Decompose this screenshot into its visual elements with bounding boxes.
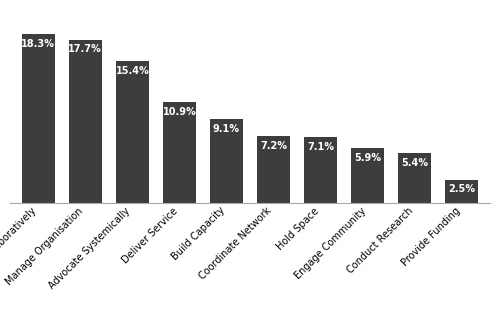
Bar <box>210 119 243 203</box>
Bar <box>351 149 384 203</box>
Bar <box>304 137 337 203</box>
Text: 5.9%: 5.9% <box>354 153 381 163</box>
Bar <box>398 153 431 203</box>
Bar <box>257 136 290 203</box>
Text: 9.1%: 9.1% <box>213 124 240 134</box>
Text: 7.2%: 7.2% <box>260 141 287 151</box>
Bar <box>116 61 149 203</box>
Bar <box>163 102 196 203</box>
Text: 17.7%: 17.7% <box>68 44 102 54</box>
Text: 7.1%: 7.1% <box>307 142 334 152</box>
Bar <box>22 34 54 203</box>
Bar <box>69 40 102 203</box>
Text: 10.9%: 10.9% <box>162 107 196 117</box>
Bar <box>446 180 478 203</box>
Text: 2.5%: 2.5% <box>448 184 475 194</box>
Text: 5.4%: 5.4% <box>401 158 428 168</box>
Text: 18.3%: 18.3% <box>22 39 55 49</box>
Text: 15.4%: 15.4% <box>116 66 149 76</box>
